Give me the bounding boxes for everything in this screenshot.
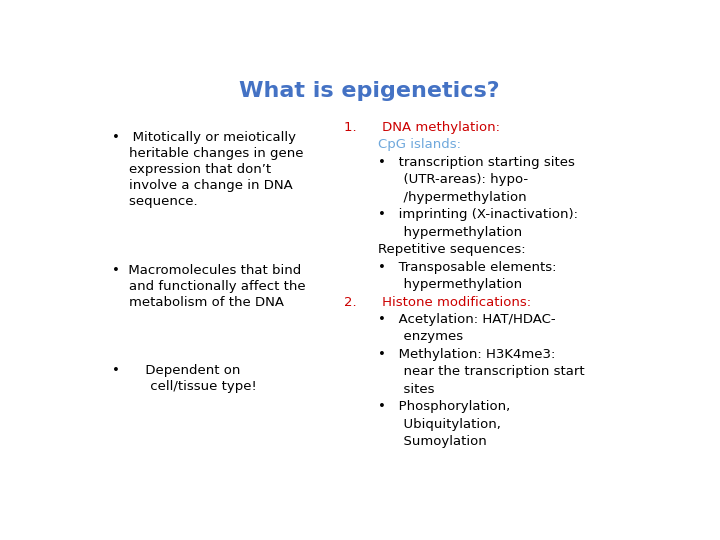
Text: What is epigenetics?: What is epigenetics? [239, 82, 499, 102]
Text: 2.      Histone modifications:: 2. Histone modifications: [344, 295, 531, 308]
Text: •  Macromolecules that bind: • Macromolecules that bind [112, 265, 302, 278]
Text: near the transcription start: near the transcription start [344, 366, 585, 379]
Text: •   Methylation: H3K4me3:: • Methylation: H3K4me3: [344, 348, 555, 361]
Text: cell/tissue type!: cell/tissue type! [112, 380, 257, 393]
Text: •   Transposable elements:: • Transposable elements: [344, 261, 557, 274]
Text: hypermethylation: hypermethylation [344, 278, 522, 291]
Text: •      Dependent on: • Dependent on [112, 364, 240, 377]
Text: involve a change in DNA: involve a change in DNA [112, 179, 293, 192]
Text: sites: sites [344, 383, 434, 396]
Text: CpG islands:: CpG islands: [344, 138, 461, 151]
Text: •   imprinting (X-inactivation):: • imprinting (X-inactivation): [344, 208, 578, 221]
Text: hypermethylation: hypermethylation [344, 226, 522, 239]
Text: •   Phosphorylation,: • Phosphorylation, [344, 400, 510, 413]
Text: Repetitive sequences:: Repetitive sequences: [344, 243, 526, 256]
Text: •   Acetylation: HAT/HDAC-: • Acetylation: HAT/HDAC- [344, 313, 556, 326]
Text: 1.      DNA methylation:: 1. DNA methylation: [344, 121, 500, 134]
Text: sequence.: sequence. [112, 194, 198, 207]
Text: heritable changes in gene: heritable changes in gene [112, 147, 304, 160]
Text: Sumoylation: Sumoylation [344, 435, 487, 448]
Text: •   Mitotically or meiotically: • Mitotically or meiotically [112, 131, 297, 144]
Text: Ubiquitylation,: Ubiquitylation, [344, 418, 501, 431]
Text: (UTR-areas): hypo-: (UTR-areas): hypo- [344, 173, 528, 186]
Text: metabolism of the DNA: metabolism of the DNA [112, 296, 284, 309]
Text: /hypermethylation: /hypermethylation [344, 191, 526, 204]
Text: and functionally affect the: and functionally affect the [112, 280, 306, 293]
Text: •   transcription starting sites: • transcription starting sites [344, 156, 575, 169]
Text: enzymes: enzymes [344, 330, 463, 343]
Text: expression that don’t: expression that don’t [112, 163, 271, 176]
